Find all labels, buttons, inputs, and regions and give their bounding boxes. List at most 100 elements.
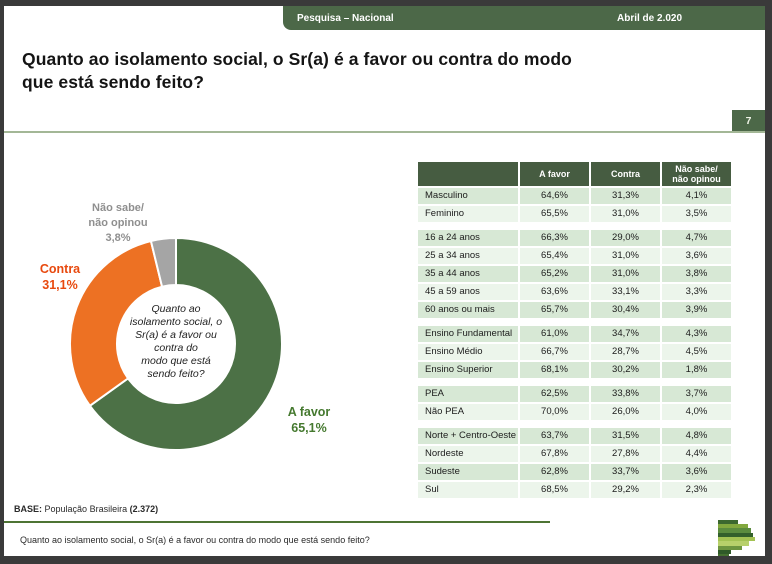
value-cell: 3,6% [662,248,731,264]
row-label-cell: Masculino [418,188,518,204]
value-cell: 26,0% [591,404,660,420]
value-cell: 63,7% [520,428,589,444]
value-cell: 31,3% [591,188,660,204]
value-cell: 66,3% [520,230,589,246]
value-cell: 33,7% [591,464,660,480]
value-cell: 4,5% [662,344,731,360]
donut-label-nao-sabe: Não sabe/ não opinou 3,8% [62,201,174,246]
table-column-header: Contra [591,162,660,186]
table-column-header: Não sabe/ não opinou [662,162,731,186]
value-cell: 28,7% [591,344,660,360]
value-cell: 3,6% [662,464,731,480]
slide: Pesquisa – Nacional Abril de 2.020 Quant… [4,6,765,556]
value-cell: 65,7% [520,302,589,318]
logo-bar [718,541,749,546]
row-label-cell: 16 a 24 anos [418,230,518,246]
row-label-cell: PEA [418,386,518,402]
value-cell: 68,1% [520,362,589,378]
value-cell: 70,0% [520,404,589,420]
logo-bar [718,554,729,556]
donut-label-nao-sabe-value: 3,8% [105,232,131,244]
donut-label-a-favor-name: A favor [287,405,331,419]
brand-logo-icon [718,520,762,556]
value-cell: 4,8% [662,428,731,444]
logo-bar [718,546,742,550]
value-cell: 4,4% [662,446,731,462]
row-label-cell: Ensino Médio [418,344,518,360]
value-cell: 30,4% [591,302,660,318]
row-label-cell: Sudeste [418,464,518,480]
value-cell: 4,1% [662,188,731,204]
donut-chart [69,237,283,451]
row-label-cell: Sul [418,482,518,498]
value-cell: 62,5% [520,386,589,402]
value-cell: 4,0% [662,404,731,420]
divider-line [4,131,765,133]
table-group-spacer [418,320,731,324]
value-cell: 27,8% [591,446,660,462]
value-cell: 2,3% [662,482,731,498]
table-column-header: A favor [520,162,589,186]
base-note-text: População Brasileira [44,504,128,514]
value-cell: 34,7% [591,326,660,342]
value-cell: 3,8% [662,266,731,282]
donut-center-question: Quanto ao isolamento social, o Sr(a) é a… [129,303,223,380]
value-cell: 29,2% [591,482,660,498]
row-label-cell: Norte + Centro-Oeste [418,428,518,444]
value-cell: 64,6% [520,188,589,204]
row-label-cell: 60 anos ou mais [418,302,518,318]
value-cell: 4,3% [662,326,731,342]
donut-label-a-favor-value: 65,1% [291,421,327,435]
header-band: Pesquisa – Nacional Abril de 2.020 [283,6,765,30]
donut-label-a-favor: A favor 65,1% [259,404,359,436]
logo-bar [718,537,755,541]
table-group-spacer [418,224,731,228]
value-cell: 67,8% [520,446,589,462]
donut-label-contra-name: Contra [39,262,81,276]
value-cell: 3,3% [662,284,731,300]
value-cell: 68,5% [520,482,589,498]
header-left-label: Pesquisa – Nacional [297,12,394,24]
crosstab-table: A favor Contra Não sabe/ não opinou Masculi… [418,162,731,498]
donut-label-contra-value: 31,1% [42,278,78,292]
footer-question: Quanto ao isolamento social, o Sr(a) é a… [20,535,370,545]
value-cell: 1,8% [662,362,731,378]
value-cell: 4,7% [662,230,731,246]
logo-bar [718,533,753,537]
page-title: Quanto ao isolamento social, o Sr(a) é a… [22,49,572,93]
value-cell: 3,9% [662,302,731,318]
base-note: BASE: População Brasileira (2.372) [14,504,158,514]
logo-bar [718,528,751,533]
row-label-cell: 45 a 59 anos [418,284,518,300]
value-cell: 33,1% [591,284,660,300]
header-right-label: Abril de 2.020 [617,12,683,24]
value-cell: 66,7% [520,344,589,360]
base-note-value: (2.372) [129,504,159,514]
row-label-cell: Nordeste [418,446,518,462]
value-cell: 61,0% [520,326,589,342]
row-label-cell: 35 a 44 anos [418,266,518,282]
page-number-badge: 7 [732,110,765,131]
value-cell: 31,5% [591,428,660,444]
row-label-cell: Ensino Superior [418,362,518,378]
logo-bar [718,524,748,528]
value-cell: 65,2% [520,266,589,282]
value-cell: 65,5% [520,206,589,222]
table-group-spacer [418,422,731,426]
donut-slice-n-o-sabe-n-o-opinou [149,237,177,288]
value-cell: 29,0% [591,230,660,246]
value-cell: 62,8% [520,464,589,480]
donut-label-contra: Contra 31,1% [12,261,108,293]
donut-label-nao-sabe-line1: Não sabe/ [92,202,144,214]
footer-divider [4,521,550,523]
logo-bar [718,550,731,554]
row-label-cell: Feminino [418,206,518,222]
table-header-corner [418,162,518,186]
donut-slice-a-favor [88,237,283,451]
row-label-cell: Não PEA [418,404,518,420]
value-cell: 31,0% [591,248,660,264]
value-cell: 31,0% [591,266,660,282]
value-cell: 33,8% [591,386,660,402]
row-label-cell: 25 a 34 anos [418,248,518,264]
value-cell: 31,0% [591,206,660,222]
